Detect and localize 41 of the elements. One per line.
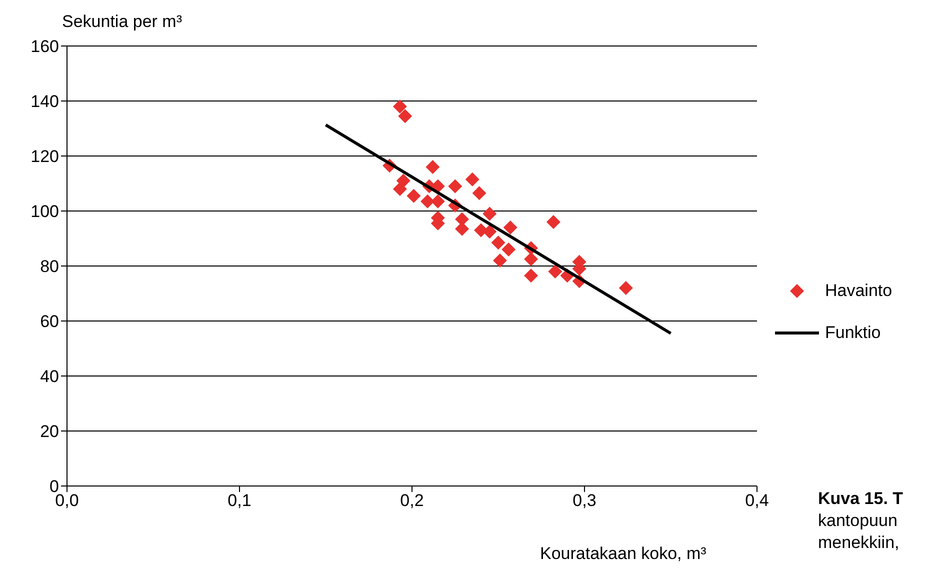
point	[503, 220, 518, 234]
y-tick-label: 20	[40, 422, 59, 442]
point	[546, 215, 560, 229]
y-tick-label: 140	[30, 92, 59, 112]
point	[524, 268, 538, 283]
x-tick-label: 0,0	[55, 491, 79, 510]
point	[392, 182, 407, 196]
y-tick-label: 60	[40, 312, 59, 332]
point	[618, 281, 633, 295]
point	[548, 264, 562, 278]
point	[491, 236, 506, 250]
point	[426, 160, 440, 174]
y-axis-title: Sekuntia per m³	[62, 12, 182, 32]
point	[492, 254, 507, 268]
point	[406, 188, 421, 203]
point	[524, 252, 538, 266]
y-tick-label: 100	[30, 202, 59, 222]
text: Kuva 15. T	[818, 488, 904, 510]
y-tick-label: 120	[30, 147, 59, 166]
point	[482, 224, 497, 239]
point	[392, 100, 407, 114]
point	[398, 109, 412, 124]
point	[420, 194, 435, 208]
y-tick-label: 40	[40, 367, 59, 386]
point	[482, 206, 497, 221]
point	[448, 179, 462, 194]
x-tick-label: 0,3	[572, 491, 596, 510]
text: kantopuun	[818, 510, 898, 532]
point	[502, 242, 516, 256]
point	[472, 186, 486, 200]
x-tick-label: 0,2	[400, 491, 424, 510]
point	[430, 194, 445, 208]
y-tick-label: 80	[40, 257, 59, 276]
y-tick-label: 160	[30, 37, 59, 56]
legend-label: Funktio	[825, 323, 881, 343]
legend-label: Havainto	[825, 281, 892, 301]
text: menekkiin,	[818, 532, 900, 554]
x-tick-label: 0,4	[745, 491, 769, 510]
x-axis-title: Kouratakaan koko, m³	[540, 544, 706, 564]
x-tick-label: 0,1	[228, 491, 252, 510]
point	[465, 172, 480, 186]
